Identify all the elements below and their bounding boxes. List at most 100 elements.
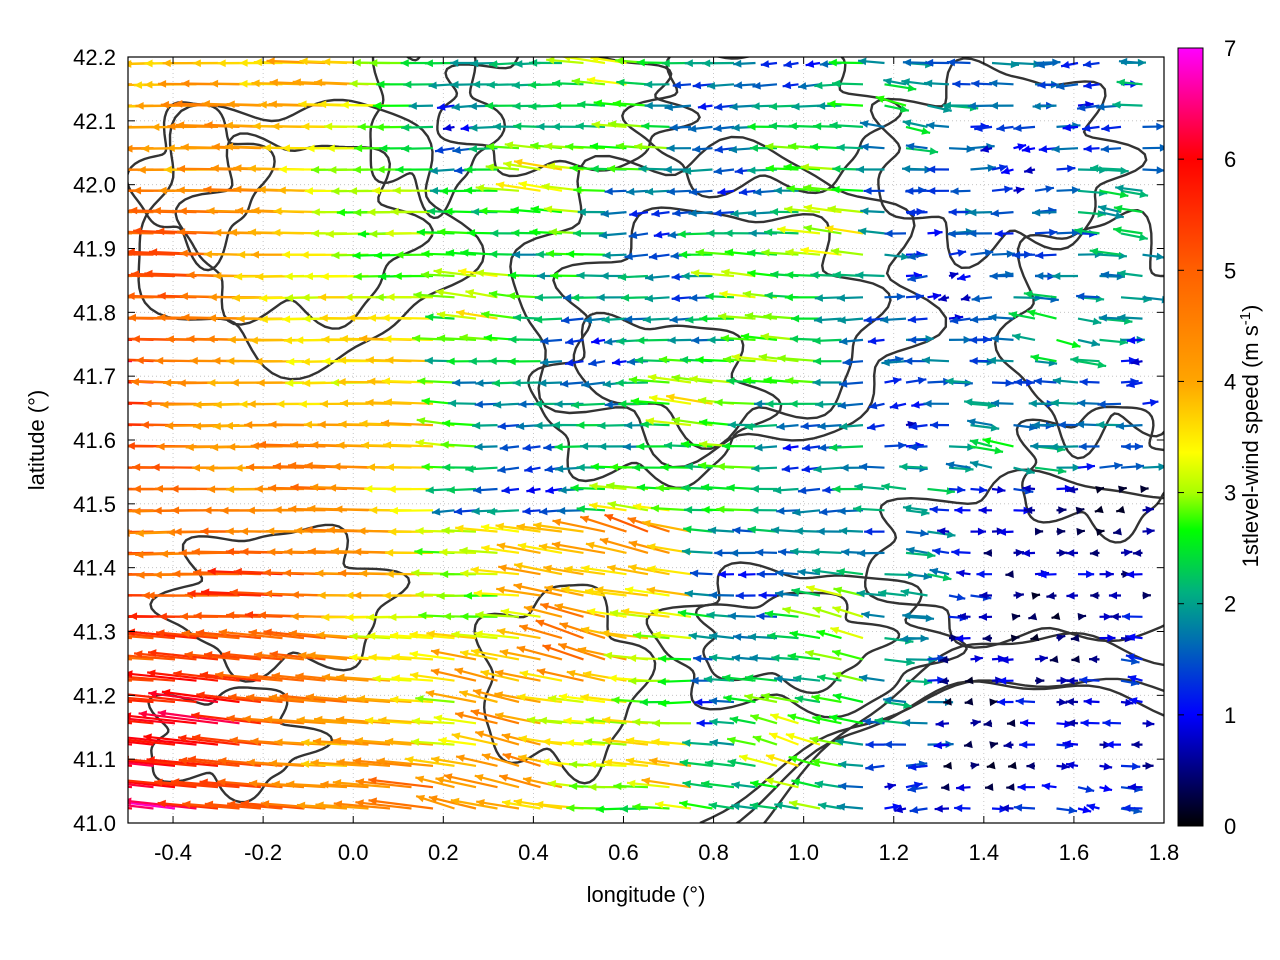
wind-arrow bbox=[463, 186, 498, 195]
wind-arrow bbox=[1051, 612, 1061, 620]
wind-arrow bbox=[760, 692, 799, 704]
wind-arrow bbox=[867, 336, 885, 345]
wind-arrow bbox=[1120, 548, 1133, 557]
wind-arrow bbox=[513, 122, 541, 131]
wind-arrow bbox=[1131, 740, 1143, 749]
wind-arrow bbox=[695, 248, 735, 257]
contour-line bbox=[1015, 405, 1164, 544]
wind-arrow bbox=[908, 443, 928, 451]
y-tick-label: 41.5 bbox=[73, 492, 116, 517]
wind-arrow bbox=[1142, 122, 1164, 131]
wind-arrow bbox=[1097, 204, 1122, 214]
wind-arrow bbox=[616, 78, 649, 87]
wind-arrow bbox=[195, 629, 262, 640]
wind-arrow bbox=[598, 231, 627, 239]
wind-arrow bbox=[829, 443, 864, 452]
wind-arrow bbox=[1120, 698, 1134, 707]
wind-arrow bbox=[433, 714, 477, 725]
wind-arrow bbox=[128, 147, 133, 150]
wind-arrow bbox=[599, 537, 649, 554]
wind-arrow bbox=[688, 209, 713, 218]
wind-arrow bbox=[935, 719, 950, 728]
wind-arrow bbox=[355, 799, 412, 810]
wind-arrow bbox=[644, 187, 670, 196]
wind-arrow bbox=[983, 548, 993, 557]
wind-arrow bbox=[943, 761, 952, 770]
wind-arrow bbox=[694, 698, 713, 707]
wind-arrow bbox=[1142, 761, 1154, 770]
wind-arrow bbox=[196, 691, 262, 704]
wind-arrow bbox=[1006, 719, 1016, 728]
wind-arrow bbox=[128, 696, 176, 704]
wind-arrow bbox=[286, 780, 348, 789]
wind-arrow bbox=[772, 486, 799, 495]
wind-arrow bbox=[1066, 485, 1079, 494]
wind-arrow bbox=[128, 487, 133, 491]
wind-arrow bbox=[996, 124, 1014, 132]
wind-arrow bbox=[539, 602, 584, 618]
wind-arrow bbox=[925, 58, 950, 67]
wind-arrow bbox=[955, 783, 971, 792]
wind-arrow bbox=[700, 780, 735, 789]
wind-arrow bbox=[805, 649, 842, 661]
y-tick-label: 41.2 bbox=[73, 683, 116, 708]
wind-arrow bbox=[641, 122, 670, 131]
wind-arrow bbox=[768, 732, 799, 746]
wind-arrow bbox=[1099, 570, 1114, 579]
wind-arrow bbox=[749, 802, 778, 810]
wind-arrow bbox=[533, 521, 584, 533]
wind-arrow bbox=[817, 101, 842, 110]
wind-arrow bbox=[858, 674, 885, 683]
wind-arrow bbox=[536, 668, 584, 682]
wind-arrow bbox=[507, 357, 541, 366]
wind-arrow bbox=[678, 800, 713, 810]
wind-arrow bbox=[809, 143, 842, 151]
wind-arrow bbox=[777, 225, 821, 235]
wind-arrow bbox=[625, 757, 670, 767]
wind-arrow bbox=[733, 59, 756, 68]
wind-arrow bbox=[660, 463, 692, 472]
wind-arrow bbox=[495, 522, 541, 533]
wind-arrow bbox=[750, 506, 778, 515]
wind-arrow bbox=[1086, 803, 1100, 811]
wind-arrow bbox=[700, 483, 735, 492]
wind-arrow bbox=[971, 79, 993, 88]
wind-arrow bbox=[905, 376, 927, 385]
wind-arrow bbox=[679, 759, 713, 767]
wind-arrow bbox=[417, 377, 455, 386]
wind-arrow bbox=[1066, 719, 1079, 728]
wind-arrow bbox=[812, 606, 842, 618]
wind-arrow bbox=[839, 337, 864, 346]
wind-arrow bbox=[883, 77, 907, 86]
wind-arrow bbox=[669, 123, 692, 132]
wind-arrow bbox=[533, 315, 563, 324]
x-tick-label: 1.2 bbox=[878, 840, 909, 865]
wind-arrow bbox=[441, 526, 477, 535]
wind-arrow bbox=[782, 81, 799, 90]
wind-arrow bbox=[989, 741, 999, 749]
wind-arrow bbox=[1118, 57, 1143, 66]
wind-arrow bbox=[619, 804, 649, 813]
wind-arrow bbox=[907, 274, 928, 283]
wind-arrow bbox=[1125, 653, 1143, 662]
wind-arrow bbox=[522, 507, 541, 515]
wind-arrow bbox=[932, 547, 950, 556]
wind-arrow bbox=[1000, 804, 1014, 813]
wind-arrow bbox=[833, 586, 864, 597]
wind-arrow bbox=[994, 229, 1014, 238]
wind-arrow bbox=[784, 293, 821, 302]
wind-arrow bbox=[128, 675, 176, 682]
wind-arrow bbox=[1013, 423, 1038, 431]
wind-arrow bbox=[721, 268, 756, 278]
wind-arrow bbox=[923, 399, 950, 408]
wind-arrow bbox=[128, 83, 133, 86]
wind-arrow bbox=[253, 651, 305, 661]
wind-arrow bbox=[1122, 442, 1143, 451]
wind-arrow bbox=[1056, 527, 1066, 536]
wind-arrow bbox=[707, 336, 735, 344]
wind-arrow bbox=[797, 568, 821, 577]
wind-arrow bbox=[716, 462, 756, 471]
wind-arrow bbox=[455, 309, 498, 320]
wind-arrow bbox=[128, 743, 133, 746]
y-tick-label: 42.0 bbox=[73, 173, 116, 198]
